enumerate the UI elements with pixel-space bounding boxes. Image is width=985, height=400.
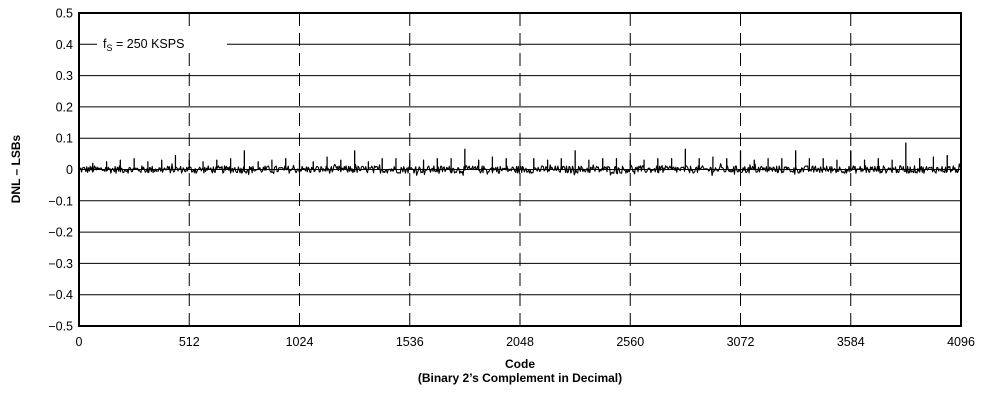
x-tick-label: 2048 xyxy=(506,335,534,349)
plot-frame xyxy=(78,12,962,327)
y-tick-label: 0 xyxy=(66,163,73,177)
x-tick-label: 1024 xyxy=(286,335,314,349)
x-tick-label: 2560 xyxy=(616,335,644,349)
x-tick-labels: 0 512 1024 1536 2048 2560 3072 3584 4096 xyxy=(76,335,975,349)
y-tick-label: 0.1 xyxy=(56,132,73,146)
x-tick-label: 3072 xyxy=(727,335,755,349)
x-tick-label: 3584 xyxy=(837,335,865,349)
x-tick-label: 0 xyxy=(76,335,83,349)
y-tick-label: 0.2 xyxy=(56,100,73,114)
y-axis-label: DNL – LSBs xyxy=(9,134,23,203)
y-tick-labels: 0.5 0.4 0.3 0.2 0.1 0 −0.1 −0.2 −0.3 −0.4 −0.5 xyxy=(48,7,73,334)
x-tick-label: 1536 xyxy=(396,335,424,349)
annotation-value: = 250 KSPS xyxy=(113,37,185,51)
y-tick-label: 0.4 xyxy=(56,38,73,52)
x-axis-sublabel: (Binary 2’s Complement in Decimal) xyxy=(418,371,622,385)
y-tick-label: 0.3 xyxy=(56,69,73,83)
annotation-subscript: S xyxy=(106,43,112,53)
y-tick-label: −0.3 xyxy=(48,257,73,271)
x-tick-label: 4096 xyxy=(947,335,975,349)
dnl-series xyxy=(78,142,962,177)
y-tick-label: −0.2 xyxy=(48,226,73,240)
x-axis-label: Code xyxy=(505,357,535,371)
y-tick-label: −0.1 xyxy=(48,194,73,208)
annotation-f: f xyxy=(103,37,107,51)
y-tick-label: −0.4 xyxy=(48,288,73,302)
x-tick-label: 512 xyxy=(179,335,200,349)
sample-rate-annotation: fS = 250 KSPS xyxy=(97,33,227,53)
y-tick-label: 0.5 xyxy=(56,7,73,21)
y-tick-label: −0.5 xyxy=(48,320,73,334)
svg-text:fS = 250 KSPS: fS = 250 KSPS xyxy=(103,37,184,53)
